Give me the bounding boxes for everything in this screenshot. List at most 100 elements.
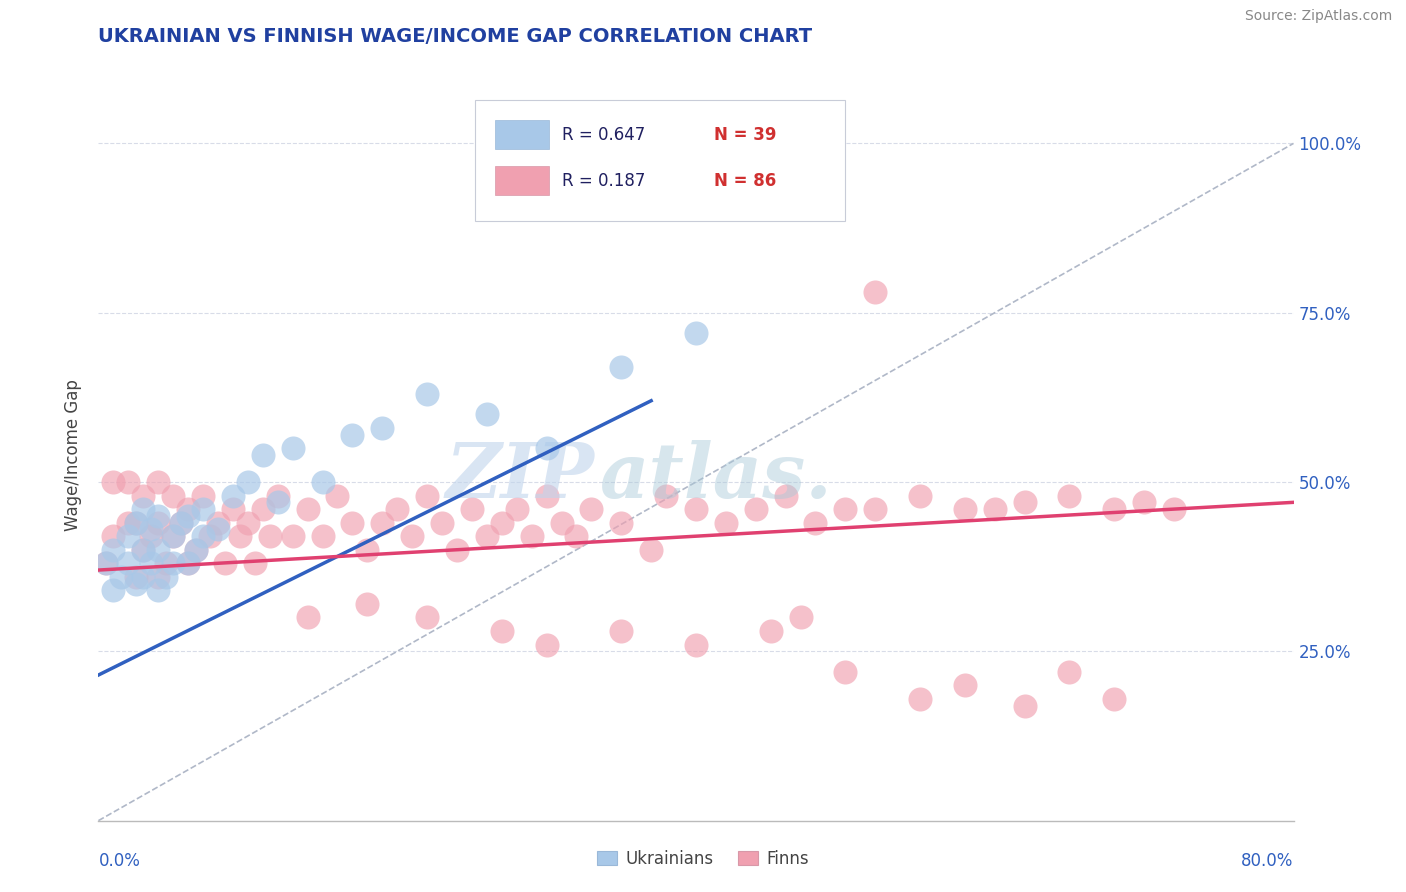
Point — [125, 576, 148, 591]
Point — [491, 624, 513, 638]
Point — [117, 475, 139, 489]
Point — [148, 570, 170, 584]
Point — [222, 489, 245, 503]
Point — [834, 665, 856, 679]
Point — [229, 529, 252, 543]
Point — [550, 516, 572, 530]
Point — [908, 691, 931, 706]
Point — [311, 475, 333, 489]
Point — [984, 502, 1007, 516]
Point — [103, 529, 125, 543]
Point — [148, 508, 170, 523]
Point — [401, 529, 423, 543]
Point — [775, 489, 797, 503]
Point — [520, 529, 543, 543]
Point — [536, 441, 558, 455]
Point — [1104, 502, 1126, 516]
Text: Source: ZipAtlas.com: Source: ZipAtlas.com — [1244, 9, 1392, 23]
FancyBboxPatch shape — [475, 100, 845, 221]
Point — [430, 516, 453, 530]
Point — [191, 489, 214, 503]
Point — [326, 489, 349, 503]
Point — [610, 359, 633, 374]
Point — [953, 502, 976, 516]
Legend: Ukrainians, Finns: Ukrainians, Finns — [591, 844, 815, 875]
Point — [139, 529, 162, 543]
Point — [1014, 698, 1036, 713]
Point — [222, 502, 245, 516]
Point — [281, 529, 304, 543]
Point — [506, 502, 529, 516]
Text: R = 0.647: R = 0.647 — [562, 126, 645, 144]
Point — [177, 556, 200, 570]
Point — [475, 529, 498, 543]
Point — [1059, 489, 1081, 503]
Point — [103, 542, 125, 557]
Point — [1133, 495, 1156, 509]
Point — [655, 489, 678, 503]
Point — [125, 516, 148, 530]
Point — [342, 427, 364, 442]
Point — [252, 448, 274, 462]
Point — [297, 610, 319, 624]
Point — [162, 529, 184, 543]
Point — [834, 502, 856, 516]
Point — [865, 285, 887, 300]
Point — [685, 502, 707, 516]
Point — [125, 570, 148, 584]
Point — [1014, 495, 1036, 509]
Point — [475, 407, 498, 421]
Point — [191, 529, 214, 543]
Point — [259, 529, 281, 543]
Point — [117, 529, 139, 543]
Point — [94, 556, 117, 570]
Point — [169, 516, 191, 530]
Point — [385, 502, 409, 516]
Text: atlas.: atlas. — [600, 440, 834, 514]
FancyBboxPatch shape — [495, 120, 548, 149]
FancyBboxPatch shape — [495, 166, 548, 195]
Point — [416, 387, 439, 401]
Point — [148, 583, 170, 598]
Point — [536, 489, 558, 503]
Point — [759, 624, 782, 638]
Point — [342, 516, 364, 530]
Point — [148, 475, 170, 489]
Point — [953, 678, 976, 692]
Point — [461, 502, 484, 516]
Point — [311, 529, 333, 543]
Point — [416, 489, 439, 503]
Point — [356, 542, 378, 557]
Point — [371, 516, 394, 530]
Point — [252, 502, 274, 516]
Point — [789, 610, 811, 624]
Point — [103, 475, 125, 489]
Text: UKRAINIAN VS FINNISH WAGE/INCOME GAP CORRELATION CHART: UKRAINIAN VS FINNISH WAGE/INCOME GAP COR… — [98, 27, 813, 45]
Point — [371, 421, 394, 435]
Point — [714, 516, 737, 530]
Point — [155, 556, 177, 570]
Point — [207, 523, 229, 537]
Point — [191, 502, 214, 516]
Point — [162, 556, 184, 570]
Point — [610, 516, 633, 530]
Point — [267, 495, 290, 509]
Point — [214, 556, 236, 570]
Point — [1059, 665, 1081, 679]
Point — [281, 441, 304, 455]
Point — [685, 638, 707, 652]
Point — [491, 516, 513, 530]
Point — [162, 489, 184, 503]
Point — [132, 542, 155, 557]
Point — [565, 529, 588, 543]
Point — [132, 570, 155, 584]
Point — [103, 583, 125, 598]
Point — [177, 502, 200, 516]
Point — [94, 556, 117, 570]
Point — [446, 542, 468, 557]
Point — [236, 475, 259, 489]
Point — [297, 502, 319, 516]
Point — [110, 570, 132, 584]
Point — [132, 542, 155, 557]
Point — [745, 502, 768, 516]
